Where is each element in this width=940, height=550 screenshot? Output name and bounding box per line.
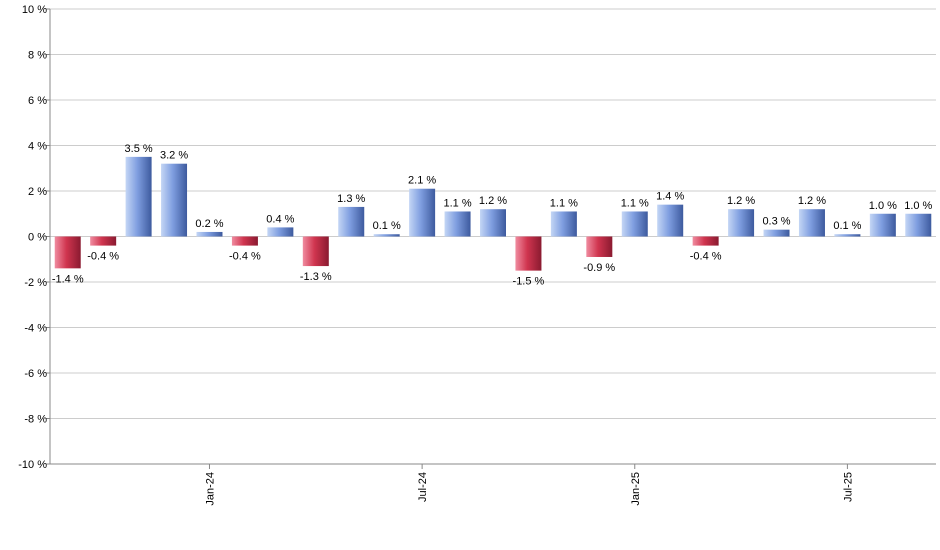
bar [302,236,329,267]
bar-value-label: -0.9 % [583,262,615,274]
bar-value-label: 1.0 % [904,200,932,212]
bar-value-label: -1.4 % [52,273,84,285]
bar [267,227,294,237]
bar-labels: -1.4 %-0.4 %3.5 %3.2 %0.2 %-0.4 %0.4 %-1… [52,143,933,288]
y-tick-label: -4 % [24,323,47,335]
y-tick-label: 4 % [28,141,47,153]
bar [231,236,258,246]
bar-value-label: 1.4 % [656,191,684,203]
bar [409,188,436,237]
y-tick-label: -2 % [24,277,47,289]
bar-value-label: 2.1 % [408,175,436,187]
bar-value-label: 0.4 % [266,213,294,225]
bar [798,209,825,237]
bar-value-label: -0.4 % [87,251,119,263]
bar-value-label: -1.5 % [513,276,545,288]
bar [692,236,719,246]
x-tick-label: Jan-25 [630,472,642,506]
bar-value-label: 1.2 % [798,195,826,207]
bar [54,236,81,269]
bar [373,234,400,237]
bar [586,236,613,257]
bar-value-label: 0.3 % [762,216,790,228]
bar [869,213,896,237]
axes [49,9,936,465]
bar [444,211,471,237]
bar [515,236,542,271]
x-tick-label: Jul-25 [842,472,854,502]
bar-value-label: 1.1 % [443,197,471,209]
y-tick-label: -6 % [24,368,47,380]
y-tick-label: 2 % [28,186,47,198]
bar-value-label: 1.2 % [479,195,507,207]
bar-value-label: 1.3 % [337,193,365,205]
bar-value-label: 3.2 % [160,150,188,162]
y-axis-ticks: 10 % 8 % 6 % 4 % 2 % 0 % -2 % -4 % -6 % -8 % -10 % [18,4,50,471]
bar [834,234,861,237]
bar [338,206,365,237]
y-tick-label: 6 % [28,95,47,107]
bar [196,231,223,237]
y-tick-label: 8 % [28,50,47,62]
bar-value-label: -0.4 % [690,251,722,263]
bar-value-label: 0.2 % [195,218,223,230]
bar [550,211,577,237]
x-tick-label: Jul-24 [417,472,429,502]
bar [621,211,648,237]
y-tick-label: -8 % [24,414,47,426]
y-tick-label: 0 % [28,232,47,244]
bar [161,163,188,237]
bar [905,213,932,237]
y-tick-label: 10 % [22,4,47,16]
bar [125,156,152,237]
bar-value-label: 1.0 % [869,200,897,212]
bar-value-label: 0.1 % [373,220,401,232]
bar-value-label: 1.1 % [621,197,649,209]
x-axis-ticks: Jan-24 Jul-24 Jan-25 Jul-25 [204,464,854,506]
bar-value-label: 1.2 % [727,195,755,207]
bar [657,204,684,237]
bar [480,209,506,237]
bar [90,236,117,246]
bar-value-label: 3.5 % [125,143,153,155]
bar-value-label: -1.3 % [300,271,332,283]
x-tick-label: Jan-24 [204,472,216,506]
bar-value-label: 0.1 % [833,220,861,232]
y-tick-label: -10 % [18,459,47,471]
bar [763,229,790,237]
bar [728,209,755,237]
bar-value-label: -0.4 % [229,251,261,263]
bars [54,156,932,271]
bar-value-label: 1.1 % [550,197,578,209]
